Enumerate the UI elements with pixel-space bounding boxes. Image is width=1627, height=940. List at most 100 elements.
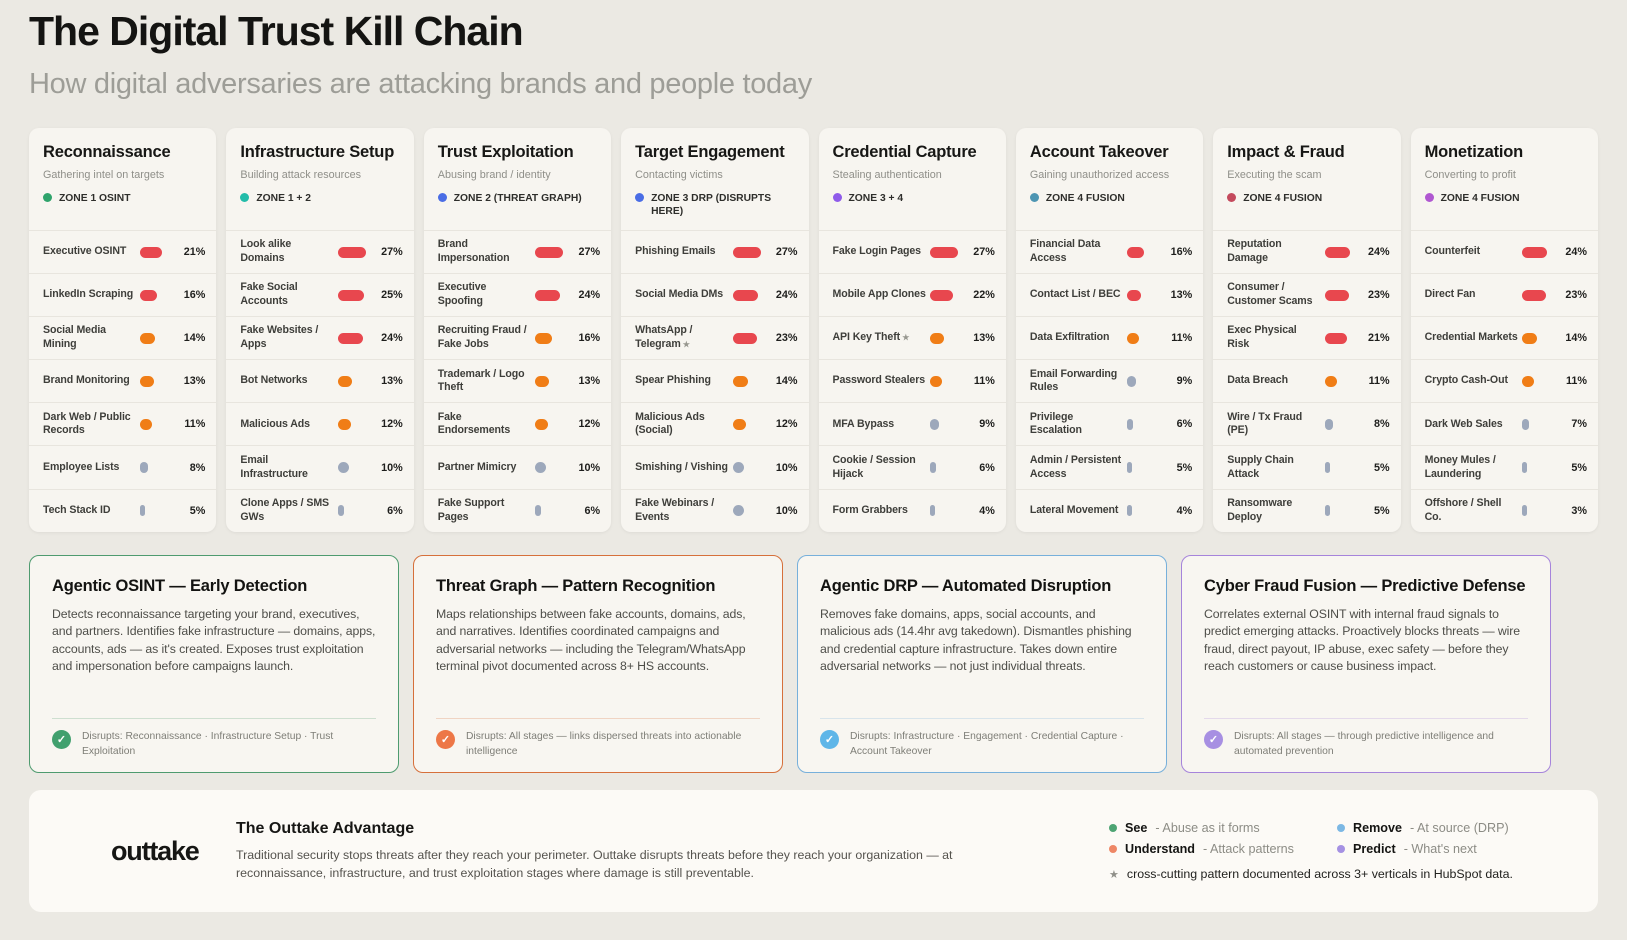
- legend-dot-icon: [1109, 845, 1117, 853]
- threat-row: Counterfeit 24%: [1410, 230, 1598, 273]
- zone-dot-icon: [1227, 193, 1237, 202]
- threat-row: Cookie / Session Hijack 6%: [818, 445, 1006, 488]
- threat-row: Clone Apps / SMS GWs 6%: [226, 488, 414, 532]
- threat-percent: 11%: [1171, 332, 1193, 345]
- threat-percent: 4%: [1176, 504, 1193, 517]
- threat-row: Spear Phishing 14%: [621, 359, 809, 402]
- threat-percent: 24%: [1368, 246, 1390, 259]
- threat-row: Data Exfiltration 11%: [1015, 316, 1204, 359]
- threat-bar: [1127, 332, 1140, 344]
- threat-bar-track: [1324, 332, 1358, 344]
- stage-subtitle: Stealing authentication: [832, 169, 942, 181]
- threat-bar-track: [337, 246, 371, 258]
- threat-bar: [929, 418, 939, 430]
- threat-percent: 24%: [578, 289, 601, 302]
- threat-bar-track: [929, 462, 963, 474]
- threat-row: Fake Endorsements 12%: [423, 402, 612, 445]
- threat-bar-track: [732, 332, 766, 344]
- threat-bar: [337, 418, 351, 430]
- threat-bar-track: [1127, 246, 1160, 258]
- threat-bar: [929, 505, 935, 517]
- solution-body: Maps relationships between fake accounts…: [436, 607, 746, 674]
- stage-card: Account Takeover Gaining unauthorized acc…: [1015, 128, 1204, 532]
- solution-body: Detects reconnaissance targeting your br…: [52, 607, 376, 674]
- outtake-logo: outtake: [56, 836, 206, 867]
- check-icon: ✓: [436, 730, 455, 750]
- legend-item: See - Abuse as it forms: [1109, 821, 1321, 835]
- threat-percent: 21%: [1368, 332, 1390, 345]
- threat-bar-track: [535, 246, 568, 258]
- logo-crescent-icon: [67, 843, 83, 859]
- legend-desc: - What's next: [1403, 842, 1477, 856]
- stage-title: Target Engagement: [635, 143, 785, 161]
- threat-bar: [929, 289, 953, 301]
- threat-percent: 13%: [381, 375, 403, 388]
- zone-dot-icon: [43, 193, 52, 202]
- zone-row: ZONE 3 + 4: [832, 192, 993, 205]
- threat-bar-track: [1324, 289, 1358, 301]
- threat-percent: 27%: [973, 246, 995, 259]
- threat-label: Social Media DMs: [635, 288, 724, 301]
- threat-label: Smishing / Vishing: [635, 460, 728, 473]
- threat-bar: [140, 332, 156, 344]
- threat-percent: 14%: [183, 332, 206, 345]
- threat-row: Wire / Tx Fraud (PE) 8%: [1213, 402, 1401, 445]
- solution-title: Cyber Fraud Fusion — Predictive Defense: [1204, 577, 1526, 595]
- legend-desc: - At source (DRP): [1410, 821, 1509, 835]
- threat-percent: 8%: [1374, 418, 1390, 431]
- threat-bar-track: [337, 332, 371, 344]
- threat-percent: 10%: [381, 461, 403, 474]
- threat-label: API Key Theft ★: [832, 331, 910, 344]
- threat-percent: 10%: [578, 461, 601, 474]
- threat-bar: [1324, 246, 1350, 258]
- threat-bar: [1324, 462, 1330, 474]
- stage-header: Account Takeover Gaining unauthorized acc…: [1016, 128, 1203, 230]
- zone-label: ZONE 4 FUSION: [1440, 193, 1520, 204]
- threat-bar: [1127, 505, 1133, 517]
- threat-bar: [535, 505, 542, 517]
- legend-word: Remove: [1353, 821, 1402, 835]
- threat-bar-track: [337, 289, 371, 301]
- threat-bar-track: [732, 375, 766, 387]
- stage-title: Account Takeover: [1029, 143, 1169, 161]
- threat-bar-track: [140, 462, 173, 474]
- footnote: ★ cross-cutting pattern documented acros…: [1109, 867, 1571, 881]
- check-icon: ✓: [1204, 730, 1223, 750]
- threat-bar-track: [1324, 462, 1358, 474]
- threat-bar-track: [140, 505, 173, 517]
- solution-card: Agentic DRP — Automated Disruption Remove…: [797, 555, 1167, 773]
- threat-bar: [535, 418, 549, 430]
- threat-row: Money Mules / Laundering 5%: [1410, 445, 1598, 488]
- threat-row: LinkedIn Scraping 16%: [29, 273, 217, 316]
- threat-label: Partner Mimicry: [437, 460, 517, 473]
- threat-bar: [535, 462, 547, 474]
- legend-desc: - Attack patterns: [1202, 842, 1294, 856]
- threat-bar-track: [1127, 375, 1160, 387]
- threat-bar: [337, 332, 363, 344]
- stage-card: Reconnaissance Gathering intel on targets…: [29, 128, 217, 532]
- stage-header: Impact & Fraud Executing the scam ZONE 4 F…: [1213, 128, 1400, 230]
- threat-row: Look alike Domains 27%: [226, 230, 414, 273]
- legend-dot-icon: [1109, 824, 1117, 832]
- threat-bar-track: [1324, 246, 1358, 258]
- threat-label: MFA Bypass: [832, 417, 895, 430]
- zone-row: ZONE 1 + 2: [240, 192, 400, 205]
- zone-label: ZONE 4 FUSION: [1243, 193, 1323, 204]
- page-subtitle: How digital adversaries are attacking br…: [29, 68, 812, 100]
- solution-disrupts-text: Disrupts: Infrastructure · Engagement · …: [850, 731, 1124, 757]
- threat-row: Dark Web / Public Records 11%: [29, 402, 217, 445]
- legend-item: Predict - What's next: [1337, 842, 1571, 856]
- threat-row: Credential Markets 14%: [1410, 316, 1598, 359]
- threat-bar-track: [929, 505, 963, 517]
- threat-label: Contact List / BEC: [1029, 288, 1121, 301]
- threat-row: Consumer / Customer Scams 23%: [1213, 273, 1401, 316]
- threat-bar: [732, 246, 761, 258]
- stage-card: Credential Capture Stealing authenticatio…: [818, 128, 1006, 532]
- threat-row: Supply Chain Attack 5%: [1213, 445, 1401, 488]
- advantage-main: The Outtake Advantage Traditional securi…: [236, 820, 956, 882]
- threat-row: Smishing / Vishing 10%: [621, 445, 809, 488]
- threat-bar-track: [929, 418, 963, 430]
- threat-row: Brand Monitoring 13%: [29, 359, 217, 402]
- threat-row: WhatsApp / Telegram ★ 23%: [621, 316, 809, 359]
- threat-percent: 14%: [775, 375, 798, 388]
